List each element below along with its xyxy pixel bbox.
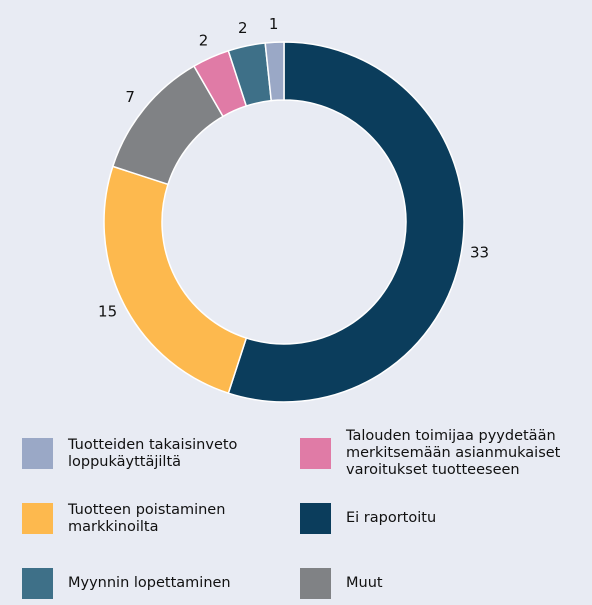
legend-swatch [300, 438, 331, 469]
legend-label: Tuotteen poistaminen markkinoilta [68, 501, 226, 535]
value-label: 1 [269, 15, 279, 33]
value-label: 7 [125, 88, 135, 106]
value-label: 15 [98, 302, 117, 320]
legend-swatch [22, 503, 53, 534]
legend-swatch [22, 438, 53, 469]
legend-swatch [300, 568, 331, 599]
legend-swatch [22, 568, 53, 599]
value-label: 2 [199, 32, 209, 50]
legend-label: Muut [346, 575, 383, 591]
donut-segment [264, 41, 285, 102]
donut-area: 33 15 7 2 2 1 [98, 15, 489, 403]
legend-label: Tuotteiden takaisinveto loppukäyttäjiltä [68, 436, 238, 470]
donut-segment [103, 165, 248, 395]
donut-segment [227, 41, 465, 403]
legend-label: Myynnin lopettaminen [68, 575, 231, 591]
legend-swatch [300, 503, 331, 534]
legend-label: Ei raportoitu [346, 510, 437, 526]
legend-label: Talouden toimijaa pyydetään merkitsemään… [346, 428, 561, 478]
value-label: 2 [238, 19, 248, 37]
value-label: 33 [470, 243, 489, 261]
